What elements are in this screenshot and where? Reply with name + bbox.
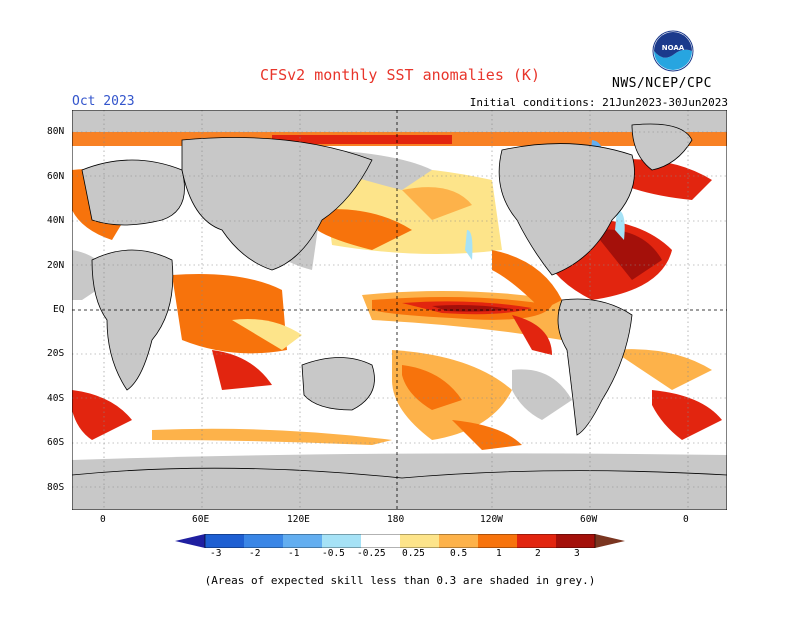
lon-label-0: 0: [100, 514, 106, 525]
antarctica-landmass: [72, 467, 727, 510]
colorbar-label: 1: [496, 548, 502, 559]
lat-label-40n: 40N: [47, 215, 65, 226]
colorbar-label: -0.5: [322, 548, 345, 559]
lat-label-60n: 60N: [47, 171, 65, 182]
lat-label-eq: EQ: [53, 304, 65, 315]
lat-label-60s: 60S: [47, 437, 65, 448]
colorbar-label: -1: [288, 548, 300, 559]
skill-note: (Areas of expected skill less than 0.3 a…: [204, 574, 596, 587]
colorbar-label: 3: [574, 548, 580, 559]
colorbar-label: 2: [535, 548, 541, 559]
colorbar-swatch: [478, 534, 517, 548]
organization-label: NWS/NCEP/CPC: [612, 76, 712, 91]
greenland-landmass: [631, 123, 693, 171]
north-america-landmass: [498, 143, 635, 276]
noaa-logo-text: NOAA: [662, 44, 685, 52]
lon-label-60e: 60E: [192, 514, 210, 525]
lat-label-20n: 20N: [47, 260, 65, 271]
europe-landmass: [81, 159, 185, 226]
continents: [72, 123, 727, 510]
lat-label-20s: 20S: [47, 348, 65, 359]
forecast-month: Oct 2023: [72, 94, 135, 109]
africa-landmass: [91, 249, 174, 391]
colorbar-label: -0.25: [357, 548, 386, 559]
asia-landmass: [181, 137, 373, 271]
lat-label-80n: 80N: [47, 126, 65, 137]
lon-label-120e: 120E: [287, 514, 310, 525]
graticule: [72, 110, 727, 510]
initial-conditions: Initial conditions: 21Jun2023-30Jun2023: [469, 96, 728, 109]
colorbar-swatch: [517, 534, 556, 548]
anomaly-fields: [72, 132, 727, 450]
noaa-logo: NOAA: [652, 30, 694, 72]
sst-anomaly-map: [72, 110, 727, 510]
colorbar-swatch: [400, 534, 439, 548]
lon-label-60w: 60W: [580, 514, 598, 525]
colorbar-swatch: [439, 534, 478, 548]
colorbar-arrow-high: [595, 534, 625, 548]
map-title: CFSv2 monthly SST anomalies (K): [260, 66, 540, 84]
australia-landmass: [301, 357, 375, 411]
colorbar-swatch: [283, 534, 322, 548]
colorbar: [175, 534, 625, 548]
colorbar-label: -3: [210, 548, 222, 559]
lon-label-0-east: 0: [683, 514, 689, 525]
lat-label-80s: 80S: [47, 482, 65, 493]
lon-label-120w: 120W: [480, 514, 503, 525]
colorbar-label: 0.25: [402, 548, 425, 559]
colorbar-swatch: [244, 534, 283, 548]
colorbar-label: -2: [249, 548, 261, 559]
colorbar-swatch: [556, 534, 595, 548]
colorbar-swatch: [322, 534, 361, 548]
colorbar-arrow-low: [175, 534, 205, 548]
lon-label-180: 180: [387, 514, 405, 525]
colorbar-swatch: [205, 534, 244, 548]
colorbar-label: 0.5: [450, 548, 468, 559]
colorbar-swatch: [361, 534, 400, 548]
lat-label-40s: 40S: [47, 393, 65, 404]
